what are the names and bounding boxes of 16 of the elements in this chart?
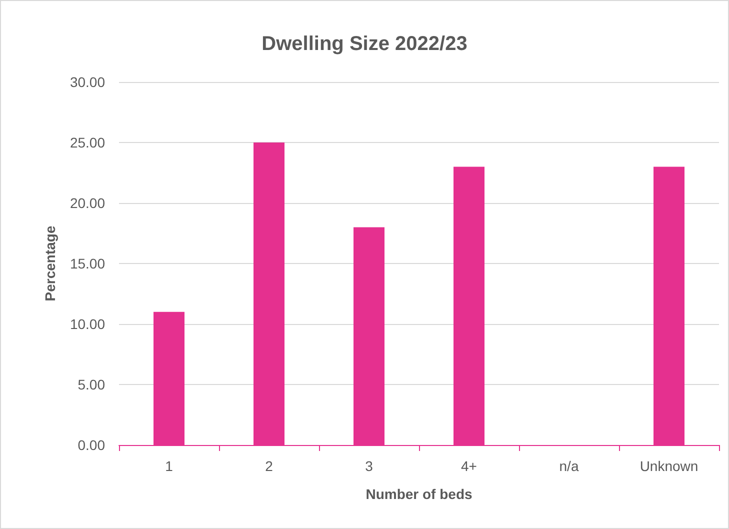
y-tick-label: 5.00: [78, 376, 106, 392]
y-tick-label: 25.00: [70, 134, 106, 150]
x-axis-title: Number of beds: [366, 486, 472, 502]
y-tick-label: 20.00: [70, 195, 106, 211]
x-tick-label: 1: [165, 458, 174, 474]
chart-title: Dwelling Size 2022/23: [262, 33, 468, 55]
x-tick-label: 2: [265, 458, 274, 474]
y-tick-label: 0.00: [78, 437, 106, 453]
y-axis-title: Percentage: [42, 226, 58, 302]
x-tick-label: Unknown: [640, 458, 698, 474]
x-tick-label: 3: [365, 458, 374, 474]
y-tick-label: 30.00: [70, 74, 106, 90]
x-tick-label: n/a: [559, 458, 579, 474]
y-tick-label: 10.00: [70, 316, 106, 332]
y-tick-label: 15.00: [70, 256, 106, 272]
x-tick-label: 4+: [461, 458, 477, 474]
